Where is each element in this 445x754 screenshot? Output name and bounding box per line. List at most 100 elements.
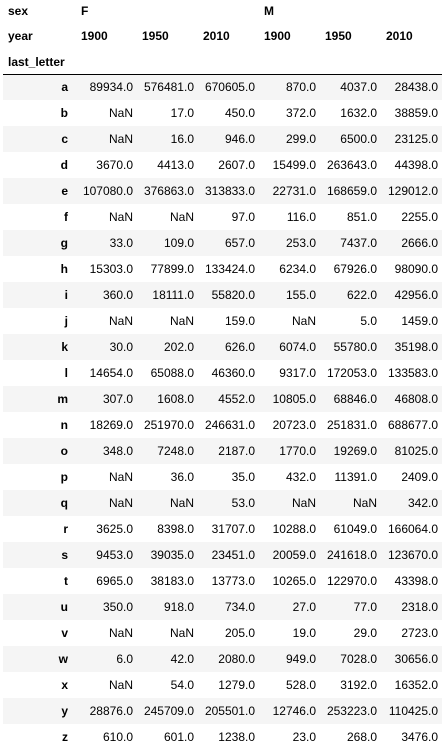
table-cell: 123670.0	[387, 548, 439, 562]
table-cell: 42956.0	[394, 288, 439, 302]
table-cell: NaN	[169, 496, 194, 510]
table-row: b NaN 17.0 450.0 372.0 1632.0 38859.0	[3, 100, 443, 126]
column-group-f: F	[81, 4, 89, 18]
table-cell: 348.0	[102, 444, 133, 458]
table-cell: 29.0	[353, 626, 377, 640]
row-index-label: h	[60, 262, 68, 276]
table-cell: 44398.0	[394, 158, 439, 172]
table-cell: 2666.0	[401, 236, 439, 250]
table-cell: 172053.0	[326, 366, 377, 380]
table-cell: 42.0	[170, 652, 194, 666]
table-cell: 3192.0	[340, 678, 377, 692]
table-cell: 23451.0	[211, 548, 255, 562]
table-cell: 2255.0	[401, 210, 439, 224]
table-cell: 68846.0	[333, 392, 377, 406]
table-cell: 11391.0	[334, 470, 378, 484]
empty-header-cell	[76, 50, 137, 74]
table-cell: 133583.0	[387, 366, 439, 380]
row-index-label: v	[61, 626, 68, 640]
table-cell: 670605.0	[204, 80, 255, 95]
table-row: u 350.0 918.0 734.0 27.0 77.0 2318.0	[3, 594, 443, 620]
table-row: t 6965.0 38183.0 13773.0 10265.0 122970.0 4339…	[3, 568, 443, 594]
table-cell: 307.0	[102, 392, 133, 406]
row-index-label: f	[64, 210, 68, 224]
table-cell: 55820.0	[211, 288, 255, 302]
table-cell: 20059.0	[272, 548, 316, 562]
table-cell: 7248.0	[157, 444, 194, 458]
table-cell: 2607.0	[218, 158, 255, 172]
table-cell: 2723.0	[401, 626, 439, 640]
table-cell: 61049.0	[333, 522, 377, 536]
table-cell: 626.0	[224, 340, 255, 354]
table-cell: 949.0	[285, 652, 316, 666]
table-cell: 6500.0	[340, 132, 377, 146]
table-cell: 16352.0	[394, 678, 439, 692]
table-cell: 8398.0	[157, 522, 194, 536]
table-cell: 30656.0	[394, 652, 439, 666]
row-index-label: i	[64, 288, 68, 302]
table-cell: 246631.0	[204, 418, 255, 432]
table-cell: NaN	[108, 678, 133, 692]
table-cell: 918.0	[163, 600, 194, 614]
table-cell: 350.0	[102, 600, 133, 614]
table-cell: 65088.0	[150, 366, 194, 380]
table-cell: 10265.0	[272, 574, 316, 588]
table-cell: 5.0	[360, 314, 377, 328]
table-cell: 129012.0	[387, 184, 439, 198]
table-row: a 89934.0 576481.0 670605.0 870.0 4037.0 28438…	[3, 74, 443, 100]
table-cell: 110425.0	[388, 704, 439, 718]
table-cell: 27.0	[292, 600, 316, 614]
column-level-name-sex: sex	[8, 4, 29, 18]
table-row: z 610.0 601.0 1238.0 23.0 268.0 3476.0	[3, 724, 443, 750]
table-cell: 245709.0	[143, 704, 194, 718]
table-cell: 43398.0	[394, 574, 439, 588]
table-cell: 313833.0	[204, 184, 255, 198]
table-cell: 601.0	[163, 730, 194, 744]
table-cell: 3670.0	[96, 158, 133, 172]
table-cell: NaN	[108, 626, 133, 640]
table-cell: 39035.0	[150, 548, 194, 562]
table-cell: NaN	[108, 210, 133, 224]
table-cell: 33.0	[109, 236, 133, 250]
table-cell: 2318.0	[401, 600, 439, 614]
table-cell: NaN	[108, 496, 133, 510]
table-cell: 3625.0	[96, 522, 133, 536]
row-index-label: n	[60, 418, 68, 432]
column-header-year: 1900	[264, 29, 291, 43]
row-index-label: y	[61, 704, 68, 718]
table-row: o 348.0 7248.0 2187.0 1770.0 19269.0 81025.0	[3, 438, 443, 464]
table-cell: 36.0	[170, 470, 194, 484]
table-cell: 46808.0	[394, 392, 439, 406]
table-cell: 251831.0	[326, 418, 377, 432]
table-cell: 1459.0	[401, 314, 439, 328]
table-row: p NaN 36.0 35.0 432.0 11391.0 2409.0	[3, 464, 443, 490]
table-cell: 1238.0	[218, 730, 255, 744]
table-cell: 155.0	[285, 288, 316, 302]
table-row: w 6.0 42.0 2080.0 949.0 7028.0 30656.0	[3, 646, 443, 672]
table-cell: 31707.0	[211, 522, 255, 536]
table-cell: 67926.0	[333, 262, 377, 276]
index-name: last_letter	[8, 54, 65, 69]
row-index-label: e	[61, 184, 68, 198]
table-cell: 38859.0	[394, 106, 439, 120]
table-cell: 7437.0	[340, 236, 377, 250]
table-cell: 253223.0	[326, 704, 377, 718]
table-body: a 89934.0 576481.0 670605.0 870.0 4037.0 28438…	[3, 74, 443, 750]
table-cell: 657.0	[224, 236, 255, 250]
table-cell: NaN	[352, 496, 377, 510]
table-row: g 33.0 109.0 657.0 253.0 7437.0 2666.0	[3, 230, 443, 256]
table-row: e 107080.0 376863.0 313833.0 22731.0 168659.0…	[3, 178, 443, 204]
row-index-label: z	[62, 730, 68, 744]
row-index-label: w	[58, 652, 68, 666]
table-cell: 2409.0	[401, 470, 439, 484]
row-index-label: q	[60, 496, 68, 510]
table-cell: 734.0	[224, 600, 255, 614]
empty-header-cell	[137, 50, 198, 74]
table-cell: 241618.0	[326, 548, 377, 562]
table-cell: 77.0	[353, 600, 377, 614]
table-cell: 89934.0	[89, 80, 133, 95]
table-cell: 610.0	[102, 730, 133, 744]
table-cell: 23125.0	[394, 132, 439, 146]
table-cell: 28438.0	[394, 80, 439, 95]
